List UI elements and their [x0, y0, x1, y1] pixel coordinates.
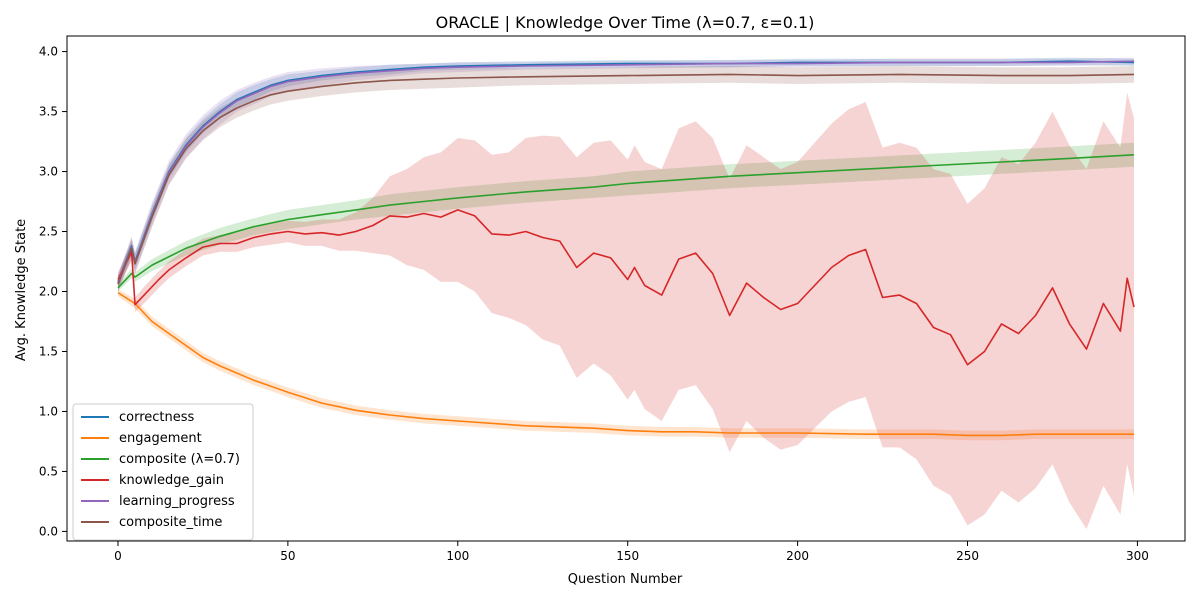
- x-tick-label: 100: [446, 549, 469, 563]
- legend-box: [72, 403, 254, 541]
- y-tick-label: 3.5: [39, 105, 58, 119]
- x-axis: 0 50 100 150 200 250 300: [114, 541, 1149, 563]
- chart-title: ORACLE | Knowledge Over Time (λ=0.7, ε=0…: [436, 13, 815, 32]
- legend-label-engagement: engagement: [119, 431, 202, 446]
- x-tick-label: 250: [956, 549, 979, 563]
- x-tick-label: 300: [1126, 549, 1149, 563]
- y-tick-label: 3.0: [39, 165, 58, 179]
- y-axis-label: Avg. Knowledge State: [14, 219, 29, 361]
- legend-label-knowledge-gain: knowledge_gain: [119, 473, 224, 488]
- y-tick-label: 2.0: [39, 284, 58, 298]
- x-tick-label: 50: [280, 549, 295, 563]
- series-layer: [117, 57, 1135, 530]
- x-tick-label: 0: [114, 549, 122, 563]
- series-line-composite-0-7: [117, 154, 1135, 289]
- series-line-learning-progress: [117, 60, 1135, 284]
- legend-label-composite-time: composite_time: [119, 515, 222, 530]
- series-line-composite-time: [117, 73, 1135, 285]
- legend: correctness engagement composite (λ=0.7) kn…: [72, 403, 254, 541]
- legend-label-learning-progress: learning_progress: [119, 494, 235, 509]
- y-tick-label: 1.5: [39, 344, 58, 358]
- plot-area: [117, 57, 1135, 530]
- y-tick-label: 1.0: [39, 404, 58, 418]
- x-axis-label: Question Number: [568, 572, 683, 587]
- y-tick-label: 2.5: [39, 225, 58, 239]
- legend-label-composite-0-7: composite (λ=0.7): [119, 452, 240, 467]
- legend-label-correctness: correctness: [119, 410, 195, 425]
- x-tick-label: 200: [786, 549, 809, 563]
- y-tick-label: 0.5: [39, 464, 58, 478]
- y-tick-label: 0.0: [39, 524, 58, 538]
- series-line-engagement: [117, 292, 1134, 437]
- band-knowledge-gain: [118, 92, 1134, 530]
- y-tick-label: 4.0: [39, 45, 58, 59]
- x-tick-label: 150: [616, 549, 639, 563]
- series-line-knowledge-gain: [117, 209, 1135, 366]
- plot-frame: [66, 35, 1186, 542]
- band-composite-0-7: [118, 142, 1134, 292]
- y-axis: 0.0 0.5 1.0 1.5 2.0 2.5 3.0 3.5 4.0: [39, 45, 67, 538]
